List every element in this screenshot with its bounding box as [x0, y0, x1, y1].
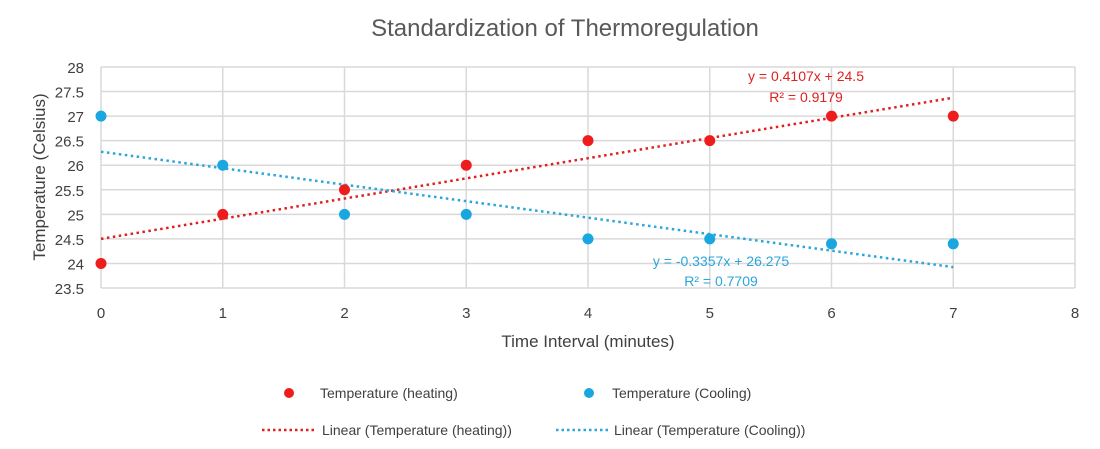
trendline-heating	[100, 96, 954, 241]
x-axis-label: Time Interval (minutes)	[501, 332, 674, 351]
data-point-cooling	[460, 208, 472, 220]
x-tick-label: 3	[462, 305, 470, 322]
x-tick-label: 1	[219, 305, 227, 322]
x-tick-label: 6	[827, 305, 835, 322]
y-tick-label: 24	[67, 256, 84, 273]
legend-heating-marker	[284, 388, 294, 398]
legend-cooling-label: Temperature (Cooling)	[612, 385, 751, 401]
chart-title: Standardization of Thermoregulation	[371, 15, 759, 42]
data-point-heating	[95, 257, 107, 269]
y-tick-label: 25	[67, 207, 84, 224]
x-tick-label: 8	[1071, 305, 1079, 322]
data-point-heating	[582, 135, 594, 147]
data-point-heating	[947, 110, 959, 122]
heating-equation: y = 0.4107x + 24.5	[748, 68, 864, 84]
y-tick-label: 28	[67, 60, 84, 77]
cooling-r2: R² = 0.7709	[684, 273, 758, 289]
data-point-heating	[826, 110, 837, 122]
data-point-cooling	[826, 238, 837, 250]
x-tick-label: 5	[706, 305, 714, 322]
x-tick-label: 4	[584, 305, 592, 322]
data-point-cooling	[582, 233, 594, 245]
y-tick-label: 27	[67, 109, 84, 126]
legend-heating-label: Temperature (heating)	[320, 385, 458, 401]
y-tick-label: 23.5	[55, 281, 84, 298]
legend: Temperature (heating) Temperature (Cooli…	[262, 385, 805, 438]
heating-r2: R² = 0.9179	[769, 89, 843, 105]
trendline-cooling	[100, 150, 954, 269]
x-tick-label: 0	[97, 305, 105, 322]
legend-cooling-marker	[584, 388, 594, 398]
data-point-heating	[460, 159, 472, 171]
x-tick-label: 2	[340, 305, 348, 322]
y-tick-label: 26	[67, 158, 84, 175]
data-point-heating	[704, 135, 716, 147]
y-axis-label: Temperature (Celsius)	[30, 93, 49, 260]
data-point-heating	[217, 208, 229, 220]
data-point-heating	[339, 184, 350, 196]
cooling-equation: y = -0.3357x + 26.275	[653, 253, 789, 269]
data-point-cooling	[95, 110, 107, 122]
y-tick-label: 27.5	[55, 85, 84, 102]
data-point-cooling	[339, 208, 350, 220]
y-tick-label: 26.5	[55, 134, 84, 151]
data-point-cooling	[704, 233, 716, 245]
x-tick-label: 7	[949, 305, 957, 322]
data-point-cooling	[217, 159, 229, 171]
data-point-cooling	[947, 238, 959, 250]
y-tick-label: 24.5	[55, 232, 84, 249]
legend-cooling-trend-label: Linear (Temperature (Cooling))	[614, 422, 805, 438]
y-tick-label: 25.5	[55, 183, 84, 200]
legend-heating-trend-label: Linear (Temperature (heating))	[322, 422, 512, 438]
